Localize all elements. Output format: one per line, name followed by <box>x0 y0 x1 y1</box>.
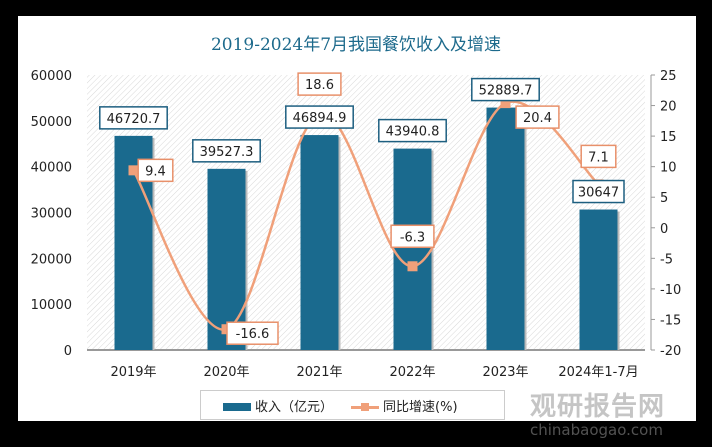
y-left-tick-label: 50000 <box>31 115 72 130</box>
bar <box>579 209 618 350</box>
legend-label: 收入（亿元） <box>255 399 334 415</box>
growth-value-label-box <box>226 321 279 345</box>
x-tick-label: 2023年 <box>482 365 528 380</box>
watermark-url: chinabaogao.com <box>530 421 663 439</box>
growth-value-label-box <box>390 224 435 249</box>
x-tick-label: 2019年 <box>110 365 156 380</box>
bar-value-label-box <box>285 105 354 129</box>
bar-swatch-icon <box>223 403 251 411</box>
bar-value-label: 46720.7 <box>107 112 161 127</box>
legend: 收入（亿元） 同比增速(%) <box>200 390 505 420</box>
watermark-logo: 观研报告网 chinabaogao.com <box>530 392 665 439</box>
legend-item-revenue: 收入（亿元） <box>223 396 333 415</box>
y-right-tick-label: 20 <box>660 100 677 115</box>
y-right-tick-label: -15 <box>660 313 681 328</box>
y-right-tick-label: 15 <box>660 130 677 145</box>
bar <box>207 168 246 350</box>
bar-value-label: 52889.7 <box>479 84 533 99</box>
y-right-tick-label: 0 <box>660 222 668 237</box>
y-left-tick-label: 0 <box>64 344 72 359</box>
y-right-tick-label: -5 <box>660 252 673 267</box>
y-right-tick-label: 10 <box>660 161 677 176</box>
growth-value-label: 18.6 <box>305 78 334 93</box>
chart-title: 2019-2024年7月我国餐饮收入及增速 <box>210 35 502 55</box>
y-right-tick-label: 5 <box>660 191 668 206</box>
y-left-tick-label: 40000 <box>31 161 72 176</box>
bar-value-label: 46894.9 <box>293 111 347 126</box>
growth-marker <box>128 165 139 176</box>
line-swatch-icon <box>351 402 380 411</box>
bar-value-label-box <box>192 139 261 163</box>
bar-value-label-box <box>471 77 540 102</box>
legend-item-growth: 同比增速(%) <box>351 396 458 415</box>
growth-value-label: 7.1 <box>588 150 609 165</box>
bar <box>300 135 339 350</box>
y-left-tick-label: 20000 <box>31 252 72 267</box>
growth-value-label-box <box>137 158 174 183</box>
y-right-tick-label: -10 <box>660 283 681 298</box>
x-tick-label: 2022年 <box>389 365 435 380</box>
y-left-tick-label: 60000 <box>31 69 72 84</box>
x-tick-label: 2024年1-7月 <box>558 365 638 380</box>
bar-value-label: 39527.3 <box>200 145 254 160</box>
growth-value-label: -16.6 <box>236 327 270 342</box>
bar <box>393 148 432 350</box>
watermark-name: 观研报告网 <box>530 392 666 422</box>
bar-value-label: 30647 <box>578 186 619 201</box>
legend-label: 同比增速(%) <box>383 399 458 415</box>
bar <box>486 107 525 351</box>
x-tick-label: 2020年 <box>203 365 249 380</box>
growth-value-label: 20.4 <box>523 111 552 126</box>
y-right-tick-label: 25 <box>660 69 677 84</box>
x-tick-label: 2021年 <box>296 365 342 380</box>
growth-value-label-box <box>580 144 617 169</box>
growth-value-label-box <box>297 72 342 96</box>
bar-value-label: 43940.8 <box>386 125 440 140</box>
growth-marker <box>500 98 511 109</box>
plot-area <box>87 75 645 350</box>
bar-value-label-box <box>378 118 447 143</box>
growth-marker <box>407 261 418 272</box>
y-left-tick-label: 10000 <box>31 298 72 313</box>
growth-value-label: -6.3 <box>400 230 425 245</box>
y-right-tick-label: -20 <box>660 344 681 359</box>
bar-value-label-box <box>572 179 625 204</box>
y-left-tick-label: 30000 <box>31 207 72 222</box>
bar-value-label-box <box>99 106 168 130</box>
growth-value-label-box <box>515 105 560 129</box>
growth-value-label: 9.4 <box>145 164 166 179</box>
